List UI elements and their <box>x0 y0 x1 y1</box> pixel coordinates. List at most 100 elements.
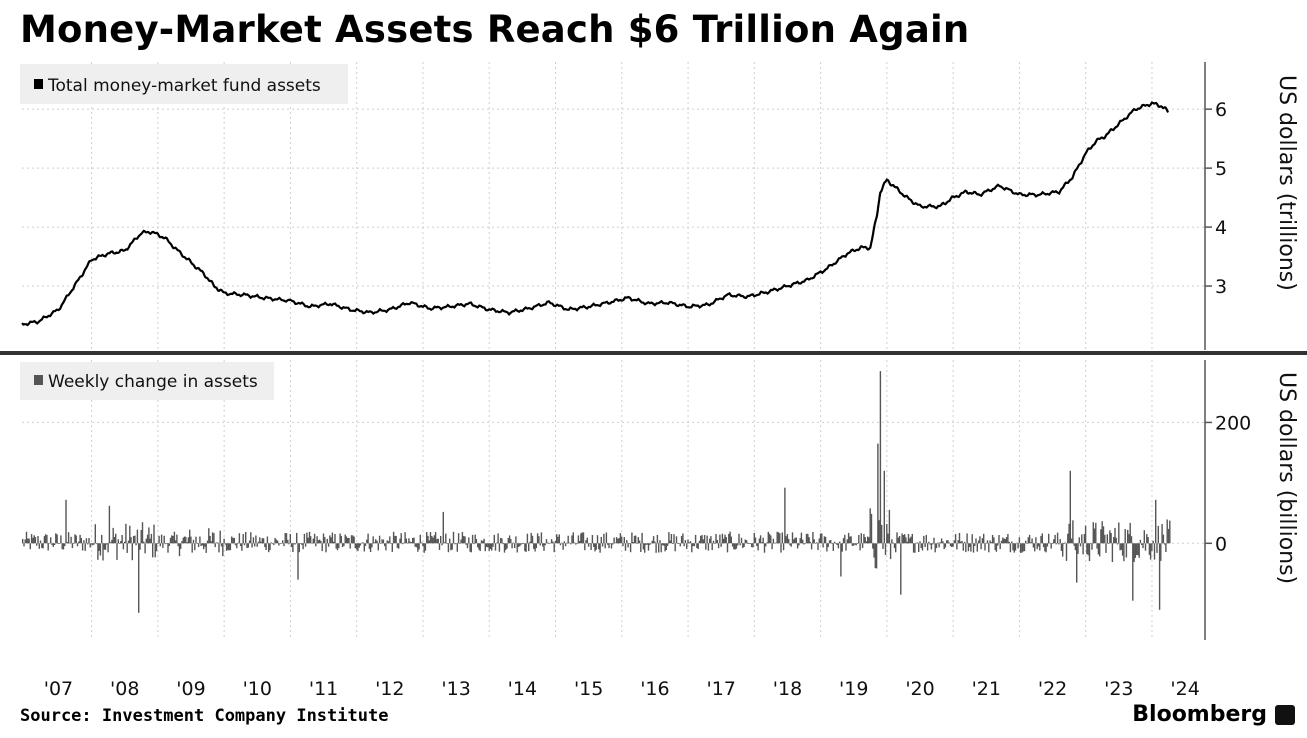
weekly-change-bar <box>737 543 739 546</box>
weekly-change-bar <box>1044 543 1046 552</box>
weekly-change-bar <box>1004 539 1006 544</box>
weekly-change-bar <box>39 540 42 544</box>
weekly-change-bar <box>182 537 184 544</box>
weekly-change-bar <box>577 535 580 544</box>
weekly-change-bar <box>816 542 818 544</box>
bottom-y-axis-title: US dollars (billions) <box>1274 372 1299 584</box>
weekly-change-bar <box>581 532 583 544</box>
weekly-change-bar <box>398 543 400 549</box>
weekly-change-bar <box>640 543 642 552</box>
weekly-change-bar <box>43 536 46 544</box>
weekly-change-bar <box>166 543 168 544</box>
weekly-change-bar <box>384 543 386 547</box>
weekly-change-bar <box>284 533 286 544</box>
weekly-change-bar <box>665 543 667 550</box>
weekly-change-bar <box>28 538 30 544</box>
weekly-change-bar <box>62 543 65 550</box>
weekly-change-bar <box>717 543 720 549</box>
weekly-change-bar <box>863 534 865 544</box>
weekly-change-bar <box>1101 521 1103 544</box>
weekly-change-bar <box>206 540 209 544</box>
weekly-change-bar <box>463 536 465 544</box>
weekly-change-bar <box>624 543 627 551</box>
weekly-change-bar <box>893 543 896 549</box>
weekly-change-bar <box>372 536 374 544</box>
weekly-change-bar <box>162 543 164 548</box>
weekly-change-bar <box>183 536 186 544</box>
weekly-change-bars <box>22 371 1171 613</box>
weekly-change-bar <box>874 543 876 569</box>
weekly-change-bar <box>1077 543 1079 554</box>
weekly-change-bar <box>530 532 532 544</box>
weekly-change-bar <box>756 543 758 546</box>
weekly-change-bar <box>595 543 597 550</box>
weekly-change-bar <box>878 520 880 544</box>
weekly-change-bar <box>904 534 906 544</box>
weekly-change-bar <box>682 533 684 544</box>
weekly-change-bar <box>1123 543 1125 562</box>
weekly-change-bar <box>1090 542 1092 544</box>
weekly-change-bar <box>152 543 154 558</box>
weekly-change-bar <box>858 535 860 544</box>
weekly-change-bar <box>293 543 295 545</box>
weekly-change-bar <box>1130 536 1133 544</box>
bottom-panel-grid <box>22 360 1205 640</box>
weekly-change-bar <box>1005 537 1008 544</box>
weekly-change-bar <box>50 537 52 544</box>
weekly-change-bar <box>84 543 86 551</box>
weekly-change-bar <box>69 542 71 544</box>
weekly-change-bar <box>520 543 522 545</box>
weekly-change-bar <box>118 543 121 544</box>
weekly-change-bar <box>867 536 869 544</box>
weekly-change-bar <box>802 539 804 544</box>
weekly-change-bar <box>613 537 615 544</box>
weekly-change-bar <box>387 541 390 544</box>
weekly-change-bar <box>339 533 341 544</box>
weekly-change-bar <box>148 527 150 544</box>
weekly-change-bar <box>250 532 252 544</box>
weekly-change-bar <box>689 541 692 544</box>
weekly-change-bar <box>326 538 328 544</box>
top-y-tick-label: 3 <box>1215 276 1227 298</box>
top-y-tick-labels: 3 4 5 6 <box>1205 99 1227 298</box>
weekly-change-bar <box>73 543 75 544</box>
weekly-change-bar <box>317 540 320 544</box>
weekly-change-bar <box>155 543 158 552</box>
weekly-change-bar <box>539 543 541 546</box>
weekly-change-bar <box>1049 542 1051 544</box>
weekly-change-bar <box>131 543 133 561</box>
weekly-change-bar <box>632 542 634 544</box>
weekly-change-bar <box>951 543 953 548</box>
weekly-change-bar <box>138 543 140 613</box>
weekly-change-bar <box>399 538 401 544</box>
weekly-change-bar <box>986 540 989 544</box>
weekly-change-bar <box>215 542 218 544</box>
x-tick-label: '19 <box>839 678 868 700</box>
weekly-change-bar <box>167 543 169 553</box>
weekly-change-bar <box>298 543 300 553</box>
weekly-change-bar <box>1127 529 1129 544</box>
weekly-change-bar <box>261 538 263 544</box>
weekly-change-bar <box>57 543 60 544</box>
weekly-change-bar <box>934 543 936 553</box>
weekly-change-bar <box>103 543 105 550</box>
weekly-change-bar <box>598 543 600 550</box>
weekly-change-bar <box>1156 543 1158 553</box>
weekly-change-bar <box>292 543 294 552</box>
weekly-change-bar <box>817 543 819 550</box>
weekly-change-bar <box>928 541 930 544</box>
weekly-change-bar <box>301 543 303 545</box>
weekly-change-bar <box>41 543 43 548</box>
x-tick-label: '07 <box>44 678 73 700</box>
weekly-change-bar <box>1097 543 1100 555</box>
weekly-change-bar <box>1032 543 1035 548</box>
weekly-change-bar <box>303 533 306 544</box>
weekly-change-bar <box>1095 522 1097 544</box>
weekly-change-bar <box>976 543 978 552</box>
weekly-change-bar <box>102 543 104 561</box>
weekly-change-bar <box>1084 525 1087 544</box>
weekly-change-bar <box>195 536 197 544</box>
weekly-change-bar <box>487 543 489 548</box>
weekly-change-bar <box>573 542 576 544</box>
weekly-change-bar <box>503 543 506 553</box>
